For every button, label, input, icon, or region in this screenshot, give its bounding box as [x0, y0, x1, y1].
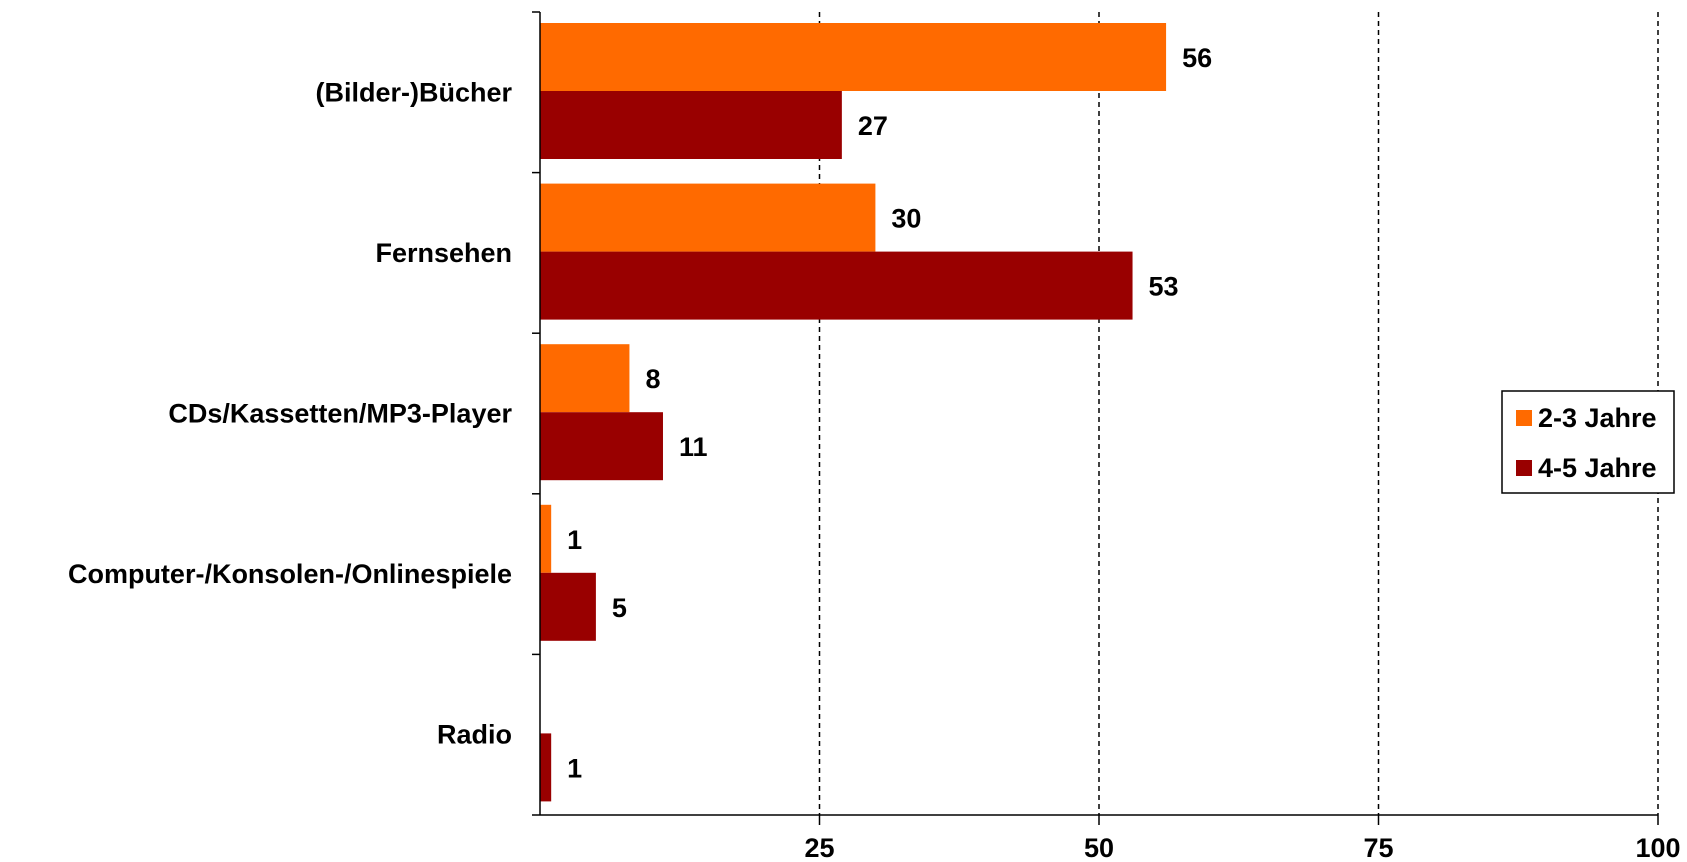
- x-tick-label: 50: [1084, 833, 1114, 862]
- legend-label: 4-5 Jahre: [1538, 453, 1657, 483]
- x-tick-label: 75: [1363, 833, 1393, 862]
- bar-series-2: [540, 733, 552, 802]
- data-label: 5: [612, 593, 627, 623]
- bar-series-2: [540, 412, 663, 481]
- category-label: Radio: [437, 720, 512, 750]
- bar-series-2: [540, 251, 1133, 320]
- bar-series-1: [540, 23, 1167, 91]
- data-label: 30: [891, 204, 921, 234]
- bar-series-2: [540, 572, 596, 641]
- bar-series-1: [540, 344, 630, 413]
- x-tick-label: 100: [1635, 833, 1680, 862]
- data-label: 1: [567, 753, 582, 783]
- legend-swatch: [1516, 410, 1532, 426]
- data-label: 27: [858, 111, 888, 141]
- grid-lines: [818, 12, 1659, 815]
- legend-box: [1501, 390, 1675, 494]
- category-label: Computer-/Konsolen-/Onlinespiele: [68, 559, 512, 589]
- data-label: 56: [1182, 43, 1212, 73]
- bar-series-1: [540, 183, 876, 252]
- legend-label: 2-3 Jahre: [1538, 403, 1657, 433]
- bars: [540, 23, 1167, 802]
- bar-series-1: [540, 504, 552, 573]
- data-label: 1: [567, 525, 582, 555]
- legend: 2-3 Jahre 4-5 Jahre: [1501, 390, 1675, 494]
- category-label: (Bilder-)Bücher: [315, 77, 512, 107]
- legend-swatch: [1516, 460, 1532, 476]
- bar-series-2: [540, 91, 842, 159]
- axes: [532, 11, 1659, 825]
- x-tick-label: 25: [804, 833, 834, 862]
- category-label: CDs/Kassetten/MP3-Player: [168, 399, 512, 429]
- category-label: Fernsehen: [375, 238, 512, 268]
- data-label: 11: [679, 432, 708, 462]
- data-label: 53: [1149, 272, 1179, 302]
- data-label: 8: [645, 364, 660, 394]
- labels: 25 50 75 100 (Bilder-)Bücher 56 27 Fernsehen 30 5…: [68, 43, 1681, 862]
